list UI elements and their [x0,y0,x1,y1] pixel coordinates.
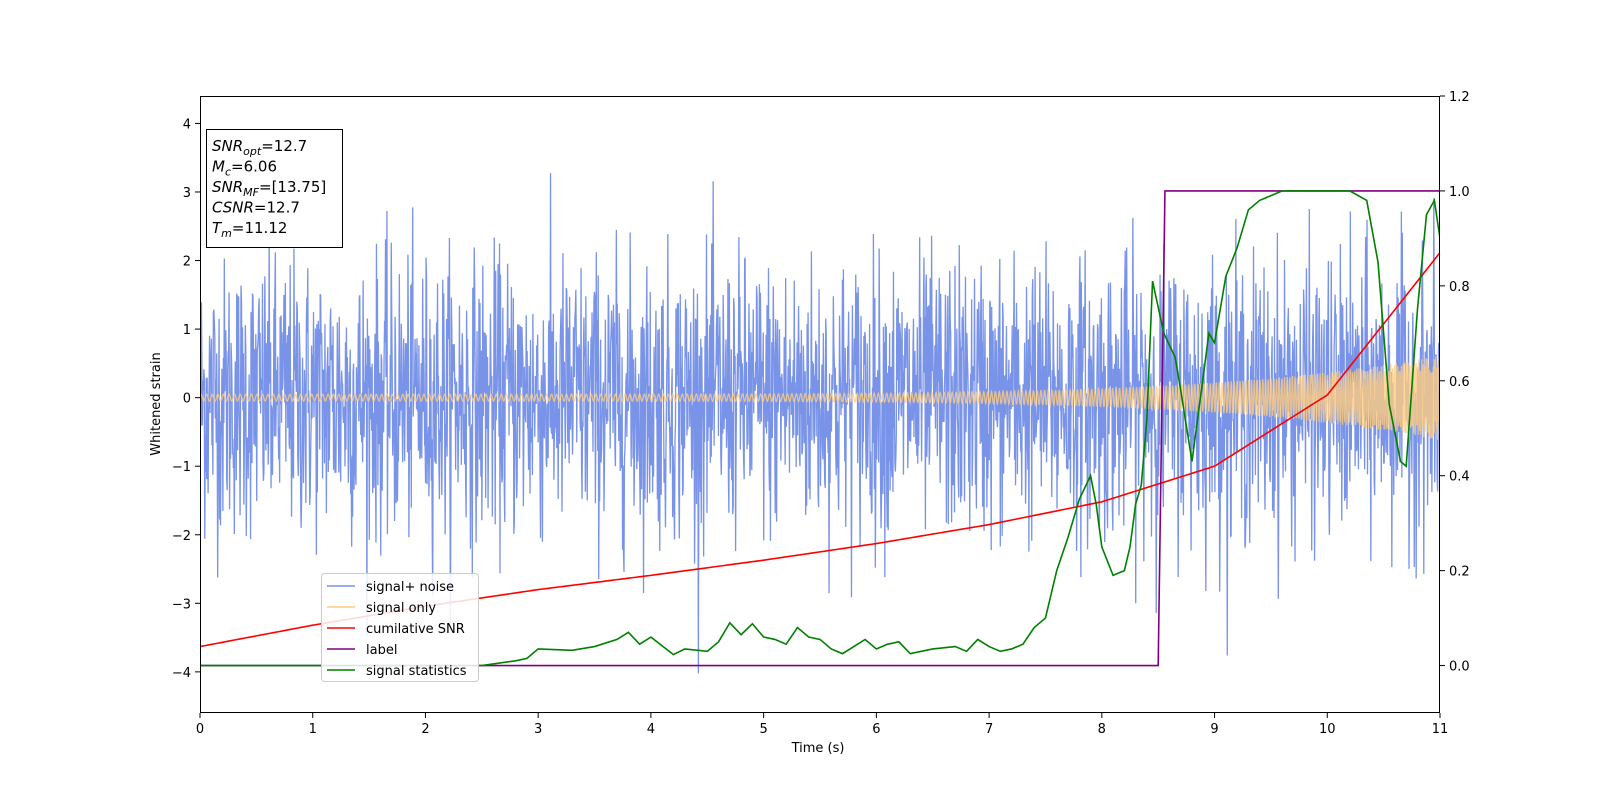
x-tick-label: 3 [534,722,542,737]
x-tick-label: 9 [1210,722,1218,737]
legend-label: signal+ noise [366,580,454,595]
y-tick-label: 1 [183,323,191,338]
annotation-line: SNRopt=12.7 [212,137,307,158]
plot-frame [200,96,1440,713]
y2-tick-label: 1.0 [1449,185,1470,200]
y-tick-label: 3 [183,186,191,201]
series-signal-only [200,356,1440,440]
legend-frame [321,573,479,682]
series-signal-noise [200,173,1440,674]
x-tick-label: 4 [647,722,655,737]
y2-tick-label: 1.2 [1449,90,1470,105]
x-tick-label: 0 [196,722,204,737]
y-tick-label: −3 [172,597,191,612]
y2-axis: 0.0 0.2 0.4 0.6 0.8 1.0 1.2 [1440,90,1470,675]
x-tick-label: 11 [1432,722,1449,737]
series-signal-statistics [200,190,1440,667]
y-tick-label: 2 [183,255,191,270]
y2-tick-label: 0.8 [1449,280,1470,295]
y2-tick-label: 0.4 [1449,470,1470,485]
x-tick-label: 6 [872,722,880,737]
y-tick-label: 4 [183,117,191,132]
legend-label: cumilative SNR [366,622,465,637]
y-tick-label: −4 [172,666,191,681]
y2-tick-label: 0.0 [1449,660,1470,675]
annotation-line: Tm=11.12 [212,219,287,240]
y2-tick-label: 0.6 [1449,375,1470,390]
annotation-frame [206,129,343,248]
annotation-box: SNRopt=12.7Mc=6.06SNRMF=[13.75]CSNR=12.7… [206,129,343,248]
x-tick-label: 7 [985,722,993,737]
x-tick-label: 5 [759,722,767,737]
y-tick-label: −1 [172,460,191,475]
annotation-line: Mc=6.06 [212,158,277,179]
x-tick-label: 10 [1319,722,1336,737]
legend: signal+ noise signal only cumilative SNR la… [321,573,479,682]
y-tick-label: 0 [183,392,191,407]
x-axis: 0 1 2 3 4 5 6 7 8 9 10 11 [196,713,1448,737]
y-axis: −4 −3 −2 −1 0 1 2 3 4 [172,117,200,681]
legend-label: signal only [366,601,436,616]
y-tick-label: −2 [172,529,191,544]
y-axis-label: Whitened strain [149,352,164,455]
y2-tick-label: 0.2 [1449,565,1470,580]
x-tick-label: 2 [421,722,429,737]
x-axis-label: Time (s) [791,741,845,756]
annotation-line: CSNR=12.7 [212,199,300,217]
legend-label: label [366,643,397,658]
x-tick-label: 8 [1098,722,1106,737]
annotation-line: SNRMF=[13.75] [212,178,326,199]
x-tick-label: 1 [309,722,317,737]
legend-label: signal statistics [366,664,467,679]
